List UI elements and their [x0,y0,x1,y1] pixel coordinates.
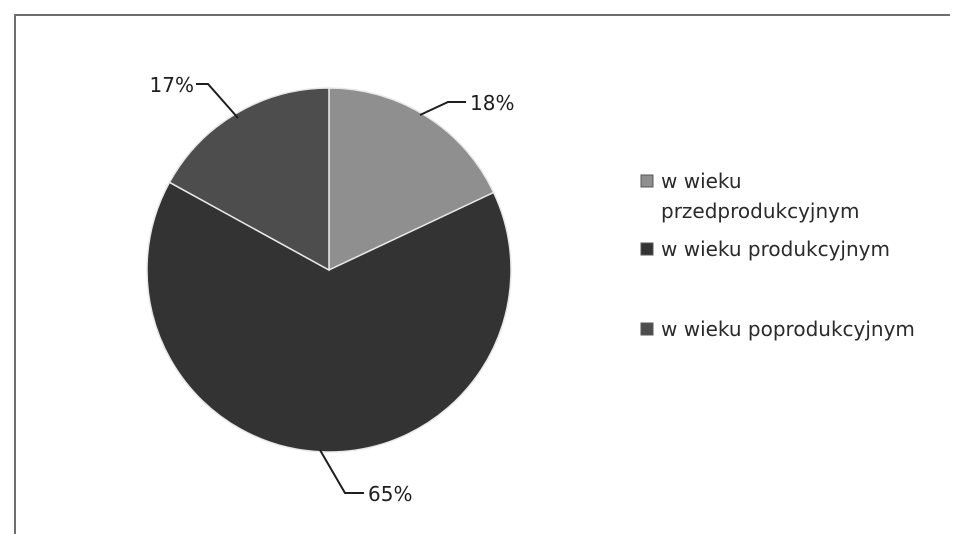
leader-line-1 [419,101,466,116]
pie-slice-3 [168,87,330,272]
leader-line-3 [196,83,239,119]
legend-label-1-line-2: przedprodukcyjnym [661,199,859,223]
pie-slice-1 [328,87,495,272]
chart-frame [14,14,950,534]
pie-chart: 18% 65% 17% w wieku przedprodukcyjnym w wieku… [146,73,915,506]
legend-swatch-3 [640,322,654,336]
legend-swatch-2 [640,242,654,256]
chart-area: 18% 65% 17% w wieku przedprodukcyjnym w wieku… [14,14,950,534]
data-label-2: 65% [368,482,412,506]
legend-label-3: w wieku poprodukcyjnym [661,317,915,341]
legend-swatch-1 [640,174,654,188]
pie-slice-2 [146,181,512,453]
leader-line-2 [319,449,364,494]
legend-label-2: w wieku produkcyjnym [661,237,890,261]
data-label-3: 17% [150,73,194,97]
legend-label-1-line-1: w wieku [661,169,742,193]
data-label-1: 18% [470,91,514,115]
